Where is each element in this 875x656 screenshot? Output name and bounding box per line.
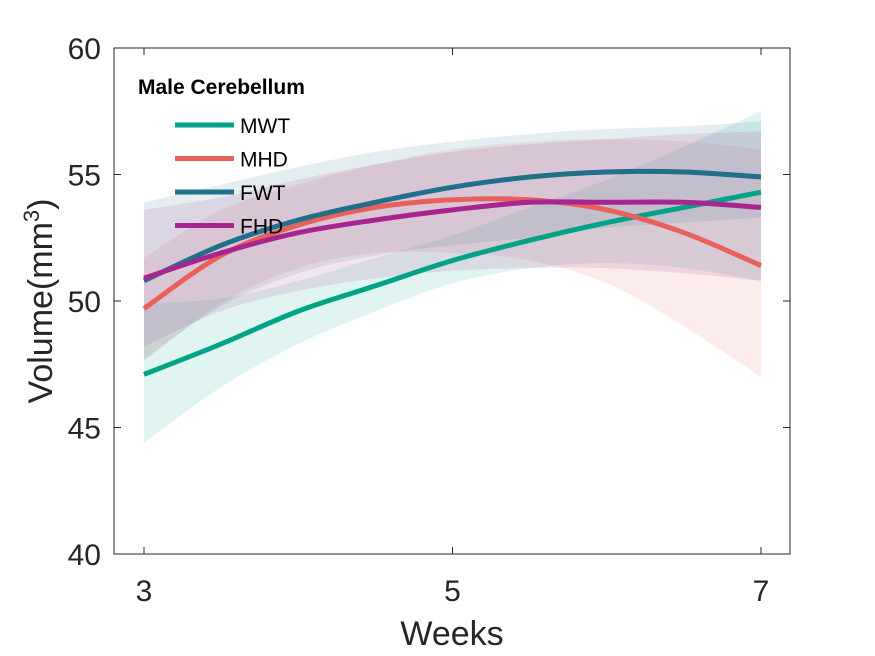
tick-labels: 3 5 7 40 45 50 55 60 <box>68 33 770 608</box>
y-tick-label-50: 50 <box>68 286 101 319</box>
series-lines <box>142 168 762 377</box>
ci-band-fwt <box>144 121 761 360</box>
ci-band-fhd <box>144 131 761 347</box>
legend-item-mwt: MWT <box>175 115 290 138</box>
legend-label-fwt: FWT <box>240 182 286 205</box>
y-tick-label-45: 45 <box>68 413 101 446</box>
legend-item-fhd: FHD <box>175 216 283 239</box>
legend-title: Male Cerebellum <box>138 76 305 99</box>
x-tick-label-5: 5 <box>444 575 461 608</box>
y-axis-title-superscript: 3 <box>19 210 44 222</box>
legend-item-mhd: MHD <box>175 149 288 172</box>
y-tick-label-55: 55 <box>68 160 101 193</box>
legend: Male Cerebellum MWT MHD FWT FHD <box>138 76 305 239</box>
legend-label-fhd: FHD <box>240 216 283 239</box>
series-line-fwt <box>142 168 762 284</box>
ci-band-mhd <box>144 139 761 377</box>
series-line-fhd <box>143 199 762 281</box>
legend-label-mwt: MWT <box>240 115 290 138</box>
confidence-bands <box>144 111 761 443</box>
legend-item-fwt: FWT <box>175 182 286 205</box>
x-tick-label-7: 7 <box>753 575 770 608</box>
plot-area <box>114 48 790 554</box>
y-axis-title-main: Volume(mm <box>22 222 60 403</box>
ci-band-mwt <box>144 111 761 443</box>
y-axis-title-suffix: ) <box>22 199 60 210</box>
x-tick-label-3: 3 <box>136 575 153 608</box>
series-line-mwt <box>143 189 762 377</box>
y-axis-title: Volume(mm3) <box>19 199 60 404</box>
axis-ticks <box>114 47 790 555</box>
y-tick-label-40: 40 <box>68 539 101 572</box>
y-tick-label-60: 60 <box>68 33 101 66</box>
legend-label-mhd: MHD <box>240 149 288 172</box>
x-axis-title: Weeks <box>400 615 503 653</box>
